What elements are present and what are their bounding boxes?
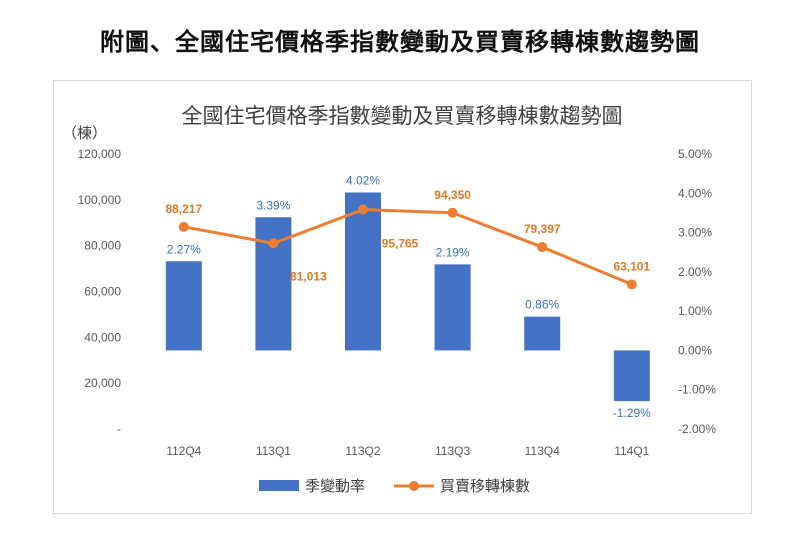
line-path bbox=[183, 208, 633, 286]
line-point bbox=[268, 238, 279, 249]
line-data-label: 94,350 bbox=[434, 188, 471, 202]
bar-data-label: 2.19% bbox=[436, 245, 470, 259]
line-point bbox=[178, 221, 189, 232]
left-axis: - 20,000 40,000 60,000 80,000 100,000 120,000 bbox=[78, 147, 122, 436]
left-tick-label: 120,000 bbox=[78, 147, 122, 161]
chart-frame: 全國住宅價格季指數變動及買賣移轉棟數趨勢圖 （棟） - 20,000 40,000 6… bbox=[53, 80, 752, 514]
bar bbox=[165, 261, 202, 351]
line-data-label: 95,765 bbox=[382, 237, 419, 251]
right-tick-label: 4.00% bbox=[678, 186, 712, 200]
left-axis-unit-label: （棟） bbox=[62, 124, 107, 142]
bar-data-label: 0.86% bbox=[525, 298, 559, 312]
line-point bbox=[447, 207, 458, 218]
x-axis: 112Q4 113Q1 113Q2 113Q3 113Q4 114Q1 bbox=[166, 444, 649, 458]
chart-title: 全國住宅價格季指數變動及買賣移轉棟數趨勢圖 bbox=[182, 104, 623, 128]
right-tick-label: 1.00% bbox=[678, 304, 712, 318]
bar-data-labels: 2.27% 3.39% 4.02% 2.19% 0.86% -1.29% bbox=[167, 174, 651, 421]
line-data-label: 63,101 bbox=[613, 259, 650, 273]
bar-data-label: -1.29% bbox=[613, 406, 651, 420]
line-series bbox=[178, 204, 637, 290]
line-data-label: 79,397 bbox=[524, 222, 561, 236]
legend-label-bar: 季變動率 bbox=[305, 477, 365, 495]
left-tick-label: 40,000 bbox=[84, 330, 121, 344]
line-data-label: 88,217 bbox=[165, 202, 202, 216]
legend-label-line: 買賣移轉棟數 bbox=[440, 477, 530, 495]
x-tick-label: 112Q4 bbox=[166, 444, 201, 458]
line-point bbox=[537, 242, 548, 253]
bar bbox=[613, 350, 650, 402]
right-tick-label: 0.00% bbox=[678, 343, 712, 357]
bar bbox=[434, 264, 471, 351]
bar-data-label: 2.27% bbox=[167, 242, 201, 256]
page-title: 附圖、全國住宅價格季指數變動及買賣移轉棟數趨勢圖 bbox=[100, 28, 700, 56]
bar-series bbox=[165, 192, 650, 402]
left-tick-label: 100,000 bbox=[78, 193, 122, 207]
left-tick-label: 80,000 bbox=[84, 239, 121, 253]
bar bbox=[524, 316, 561, 351]
right-axis: -2.00% -1.00% 0.00% 1.00% 2.00% 3.00% 4.00% 5.0… bbox=[678, 147, 716, 436]
combo-chart: 全國住宅價格季指數變動及買賣移轉棟數趨勢圖 （棟） - 20,000 40,000 6… bbox=[62, 104, 716, 495]
left-tick-label: 20,000 bbox=[84, 376, 121, 390]
right-tick-label: -2.00% bbox=[678, 422, 716, 436]
left-tick-label: - bbox=[117, 422, 121, 436]
legend: 季變動率 買賣移轉棟數 bbox=[259, 477, 530, 495]
x-tick-label: 113Q2 bbox=[345, 444, 380, 458]
x-tick-label: 113Q4 bbox=[525, 444, 560, 458]
right-tick-label: 5.00% bbox=[678, 147, 712, 161]
legend-swatch-bar bbox=[259, 480, 299, 491]
right-tick-label: 3.00% bbox=[678, 226, 712, 240]
x-tick-label: 114Q1 bbox=[614, 444, 649, 458]
right-tick-label: -1.00% bbox=[678, 383, 716, 397]
right-tick-label: 2.00% bbox=[678, 265, 712, 279]
bar-data-label: 4.02% bbox=[346, 174, 380, 188]
bar-data-label: 3.39% bbox=[256, 198, 290, 212]
left-tick-label: 60,000 bbox=[84, 285, 121, 299]
x-tick-label: 113Q3 bbox=[435, 444, 470, 458]
line-data-label: 81,013 bbox=[290, 269, 327, 283]
line-point bbox=[358, 204, 368, 215]
line-point bbox=[626, 279, 637, 290]
x-tick-label: 113Q1 bbox=[256, 444, 291, 458]
bar bbox=[345, 192, 381, 351]
legend-swatch-marker bbox=[409, 481, 419, 491]
line-data-labels: 88,217 81,013 95,765 94,350 79,397 63,101 bbox=[165, 188, 650, 284]
